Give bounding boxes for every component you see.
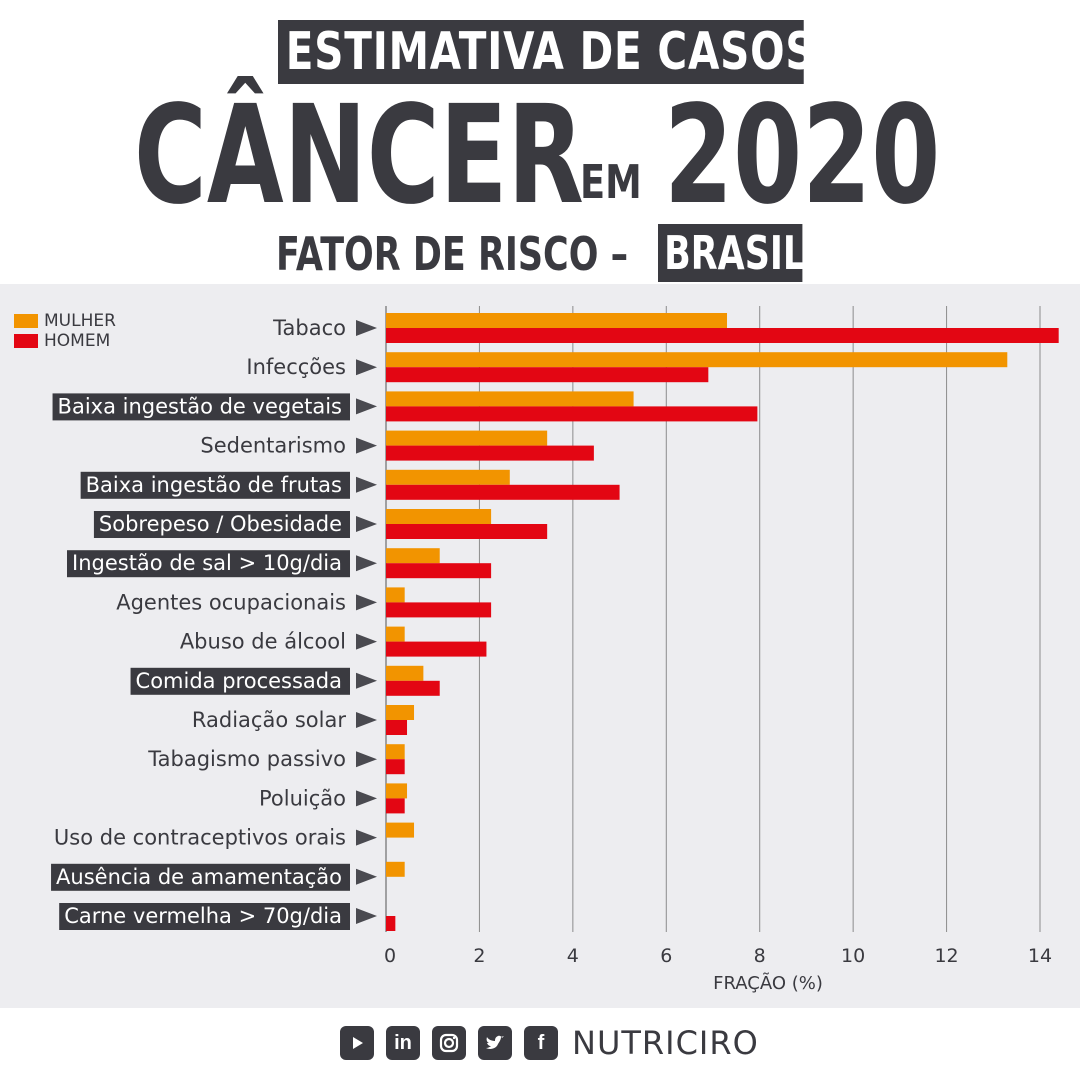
category-label: Sedentarismo [200, 434, 346, 458]
legend-label-homem: HOMEM [44, 331, 111, 351]
bar-homem [386, 641, 487, 657]
row-arrow-icon [356, 633, 377, 650]
linkedin-icon[interactable]: in [386, 1026, 420, 1060]
bar-mulher [386, 626, 405, 642]
category-label-highlight [67, 550, 350, 578]
legend-swatch-mulher [14, 314, 38, 328]
category-label: Tabaco [272, 316, 346, 340]
category-label-highlight [59, 903, 350, 930]
bar-mulher [386, 509, 492, 524]
bar-homem [386, 680, 440, 696]
bar-homem [386, 328, 1059, 343]
category-label-highlight [51, 863, 350, 891]
category-label: Ausência de amamentação [56, 865, 342, 889]
category-label: Radiação solar [192, 708, 346, 732]
instagram-icon[interactable] [432, 1026, 466, 1060]
bar-mulher [386, 744, 405, 760]
bar-mulher [386, 548, 440, 564]
bar-mulher [386, 352, 1008, 368]
x-tick-label: 4 [567, 945, 579, 967]
bar-chart: Tabaco Infecções Baixa ingestão de vegetai… [51, 306, 1059, 994]
legend: MULHER HOMEM [14, 311, 116, 351]
row-arrow-icon [356, 908, 377, 924]
category-label: Baixa ingestão de frutas [86, 473, 342, 497]
bar-mulher [386, 783, 408, 799]
row-arrow-icon [356, 398, 377, 415]
legend-label-mulher: MULHER [44, 311, 116, 331]
category-label: Ingestão de sal > 10g/dia [72, 551, 342, 575]
category-label: Baixa ingestão de vegetais [58, 394, 342, 418]
bar-homem [386, 367, 709, 383]
bar-mulher [386, 665, 424, 681]
row-arrow-icon [356, 790, 377, 807]
x-tick-label: 12 [934, 945, 958, 967]
facebook-icon[interactable]: f [524, 1026, 558, 1060]
x-tick-label: 10 [841, 945, 865, 967]
x-axis-title: FRAÇÃO (%) [713, 972, 823, 994]
row-arrow-icon [356, 437, 377, 454]
bar-homem [386, 759, 405, 775]
category-label: Comida processada [136, 669, 342, 693]
row-arrow-icon [356, 516, 377, 532]
legend-swatch-homem [14, 334, 38, 348]
row-arrow-icon [356, 594, 377, 611]
category-label: Abuso de álcool [180, 630, 346, 654]
bar-mulher [386, 822, 415, 838]
youtube-icon[interactable] [340, 1026, 374, 1060]
title-year: 2020 [664, 77, 941, 235]
subtitle-country: BRASIL [658, 224, 805, 282]
bar-homem [386, 563, 492, 579]
x-tick-label: 6 [660, 945, 672, 967]
row-arrow-icon [356, 359, 377, 376]
row-arrow-icon [356, 672, 377, 689]
row-arrow-icon [356, 320, 377, 336]
bar-mulher [386, 313, 728, 328]
bar-homem [386, 798, 405, 814]
bar-mulher [386, 587, 405, 603]
category-label: Carne vermelha > 70g/dia [64, 904, 342, 928]
legend-item-mulher: MULHER [14, 311, 116, 331]
bar-homem [386, 916, 396, 931]
title-small-word: EM [580, 155, 642, 209]
row-arrow-icon [356, 829, 377, 846]
row-arrow-icon [356, 868, 377, 885]
bar-homem [386, 524, 548, 539]
x-tick-label: 14 [1028, 945, 1052, 967]
bar-homem [386, 484, 620, 500]
category-label: Uso de contraceptivos orais [54, 826, 346, 850]
header: ESTIMATIVA DE CASOS DE CÂNCER EM 2020 FA… [0, 0, 1080, 284]
brand-name: NUTRICIRO [572, 1024, 759, 1062]
row-arrow-icon [356, 712, 377, 728]
x-tick-label: 8 [754, 945, 766, 967]
category-label-highlight [93, 511, 350, 538]
category-label: Tabagismo passivo [147, 747, 346, 771]
row-arrow-icon [356, 555, 377, 572]
legend-item-homem: HOMEM [14, 331, 116, 351]
bar-mulher [386, 861, 405, 877]
bar-homem [386, 406, 758, 422]
x-tick-label: 2 [473, 945, 485, 967]
row-arrow-icon [356, 751, 377, 768]
category-label-highlight [52, 393, 350, 421]
bar-homem [386, 720, 408, 735]
social-bar: in f NUTRICIRO [340, 1024, 759, 1062]
category-label: Agentes ocupacionais [116, 590, 346, 614]
bar-homem [386, 602, 492, 618]
bar-mulher [386, 705, 415, 720]
bar-mulher [386, 469, 510, 485]
bar-homem [386, 445, 594, 461]
category-label: Poluição [259, 786, 346, 810]
title-line-1: ESTIMATIVA DE CASOS DE [278, 20, 892, 84]
category-label-highlight [80, 471, 350, 499]
title-big-word: CÂNCER [134, 77, 584, 235]
x-tick-label: 0 [384, 945, 396, 967]
row-arrow-icon [356, 476, 377, 493]
category-label: Sobrepeso / Obesidade [99, 512, 342, 536]
category-label-highlight [130, 667, 350, 695]
bar-mulher [386, 430, 548, 446]
category-label: Infecções [246, 355, 346, 379]
subtitle: FATOR DE RISCO – [276, 227, 629, 281]
twitter-icon[interactable] [478, 1026, 512, 1060]
bar-mulher [386, 391, 634, 407]
